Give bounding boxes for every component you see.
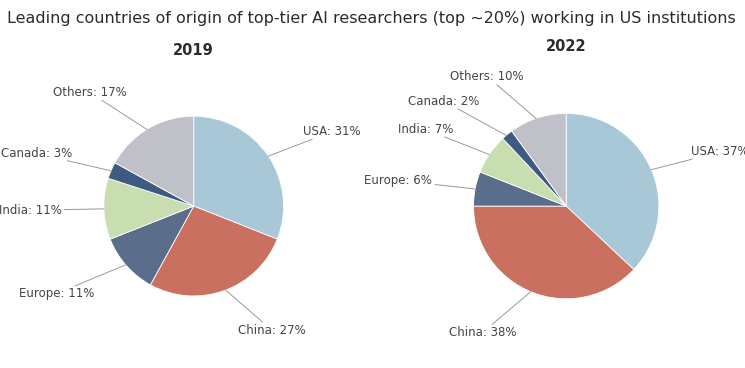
Wedge shape bbox=[150, 206, 277, 296]
Wedge shape bbox=[503, 131, 566, 206]
Wedge shape bbox=[474, 172, 566, 206]
Text: Europe: 6%: Europe: 6% bbox=[364, 174, 475, 189]
Wedge shape bbox=[566, 113, 659, 269]
Title: 2022: 2022 bbox=[546, 39, 586, 54]
Title: 2019: 2019 bbox=[174, 43, 214, 58]
Text: China: 27%: China: 27% bbox=[225, 290, 306, 337]
Wedge shape bbox=[104, 178, 194, 239]
Wedge shape bbox=[115, 116, 194, 206]
Text: Europe: 11%: Europe: 11% bbox=[19, 265, 126, 300]
Text: India: 7%: India: 7% bbox=[398, 123, 489, 155]
Wedge shape bbox=[480, 138, 566, 206]
Wedge shape bbox=[108, 163, 194, 206]
Text: Others: 17%: Others: 17% bbox=[53, 86, 147, 130]
Text: USA: 31%: USA: 31% bbox=[268, 125, 361, 156]
Text: Others: 10%: Others: 10% bbox=[451, 70, 536, 119]
Text: China: 38%: China: 38% bbox=[448, 291, 531, 339]
Text: USA: 37%: USA: 37% bbox=[651, 145, 745, 170]
Wedge shape bbox=[110, 206, 194, 285]
Wedge shape bbox=[512, 113, 566, 206]
Text: Canada: 2%: Canada: 2% bbox=[408, 95, 507, 135]
Text: Leading countries of origin of top-tier AI researchers (top ~20%) working in US : Leading countries of origin of top-tier … bbox=[7, 11, 736, 26]
Wedge shape bbox=[194, 116, 284, 239]
Text: India: 11%: India: 11% bbox=[0, 204, 104, 217]
Text: Canada: 3%: Canada: 3% bbox=[1, 147, 111, 171]
Wedge shape bbox=[474, 206, 634, 299]
